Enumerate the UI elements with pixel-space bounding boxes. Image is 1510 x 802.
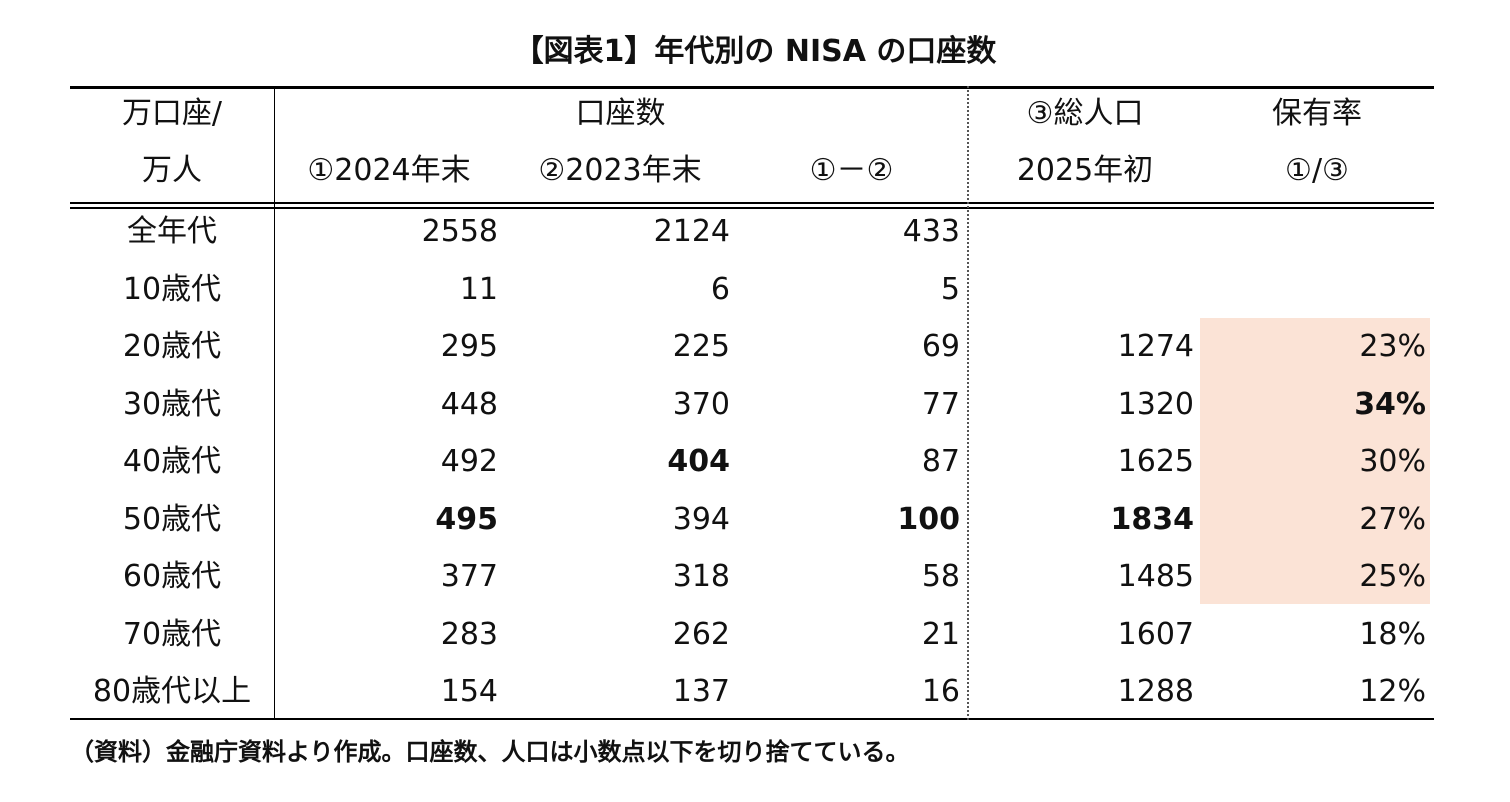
cell-diff: 21 — [921, 616, 960, 652]
cell-population: 1485 — [1117, 559, 1194, 594]
cell-2024: 448 — [440, 386, 498, 422]
cell-diff: 58 — [921, 559, 960, 594]
cell-population: 1607 — [1117, 616, 1194, 652]
cell-2024: 377 — [440, 559, 498, 594]
cell-2023: 262 — [672, 616, 730, 652]
cell-2023: 137 — [672, 674, 730, 709]
label-column-divider — [274, 86, 275, 720]
row-label: 10歳代 — [122, 271, 222, 307]
cell-2024: 283 — [440, 616, 498, 652]
header-ratio: 保有率 — [1272, 96, 1362, 131]
row-label: 70歳代 — [122, 616, 222, 652]
cell-2024: 11 — [459, 271, 498, 307]
header-accounts: 口座数 — [575, 96, 666, 131]
figure-title: 【図表1】年代別の NISA の口座数 — [513, 34, 997, 69]
cell-2024: 495 — [435, 501, 498, 537]
cell-2023: 6 — [710, 271, 730, 307]
header-rule-2 — [70, 207, 1434, 209]
top-rule — [70, 86, 1434, 89]
cell-2023: 370 — [672, 386, 730, 422]
header-col-ratio: ①/③ — [1285, 153, 1349, 188]
nisa-table: 万口座/ 口座数 ③総人口 保有率 万人 ①2024年末 ②2023年末 ①－②… — [70, 86, 1434, 720]
cell-2023: 2124 — [653, 214, 730, 249]
row-label: 60歳代 — [122, 559, 222, 594]
cell-diff: 16 — [921, 674, 960, 709]
header-col-2023: ②2023年末 — [538, 153, 702, 188]
header-col-2024: ①2024年末 — [307, 153, 471, 188]
cell-2023: 318 — [672, 559, 730, 594]
cell-diff: 77 — [921, 386, 960, 422]
cell-2024: 2558 — [421, 214, 498, 249]
cell-2023: 404 — [667, 444, 730, 479]
bottom-rule — [70, 718, 1434, 720]
header-unit-top: 万口座/ — [121, 96, 223, 131]
cell-ratio: 25% — [1359, 559, 1426, 594]
cell-ratio: 23% — [1359, 329, 1426, 364]
row-label: 30歳代 — [122, 386, 222, 422]
header-col-diff: ①－② — [809, 153, 894, 188]
cell-2024: 295 — [440, 329, 498, 364]
cell-diff: 5 — [940, 271, 960, 307]
cell-ratio: 12% — [1359, 674, 1426, 709]
header-unit-bottom: 万人 — [142, 153, 202, 188]
header-population: ③総人口 — [1026, 96, 1144, 131]
header-col-2025: 2025年初 — [1016, 153, 1154, 188]
row-label: 80歳代以上 — [92, 674, 252, 709]
cell-ratio: 30% — [1359, 444, 1426, 479]
population-column-divider — [967, 86, 969, 720]
header-rule-1 — [70, 202, 1434, 204]
cell-ratio: 18% — [1359, 616, 1426, 652]
cell-diff: 433 — [902, 214, 960, 249]
cell-population: 1274 — [1117, 329, 1194, 364]
cell-population: 1625 — [1117, 444, 1194, 479]
row-label: 50歳代 — [122, 501, 222, 537]
cell-2024: 154 — [440, 674, 498, 709]
cell-2023: 394 — [672, 501, 730, 537]
ratio-highlight — [1200, 318, 1430, 604]
cell-diff: 87 — [921, 444, 960, 479]
cell-population: 1288 — [1117, 674, 1194, 709]
row-label: 20歳代 — [122, 329, 222, 364]
cell-ratio: 34% — [1354, 386, 1426, 422]
cell-ratio: 27% — [1359, 501, 1426, 537]
source-note: （資料）金融庁資料より作成。口座数、人口は小数点以下を切り捨てている。 — [70, 738, 910, 766]
cell-population: 1320 — [1117, 386, 1194, 422]
cell-diff: 69 — [921, 329, 960, 364]
row-label: 全年代 — [127, 214, 217, 249]
cell-diff: 100 — [897, 501, 960, 537]
cell-2024: 492 — [440, 444, 498, 479]
row-label: 40歳代 — [122, 444, 222, 479]
cell-2023: 225 — [672, 329, 730, 364]
cell-population: 1834 — [1110, 501, 1195, 537]
